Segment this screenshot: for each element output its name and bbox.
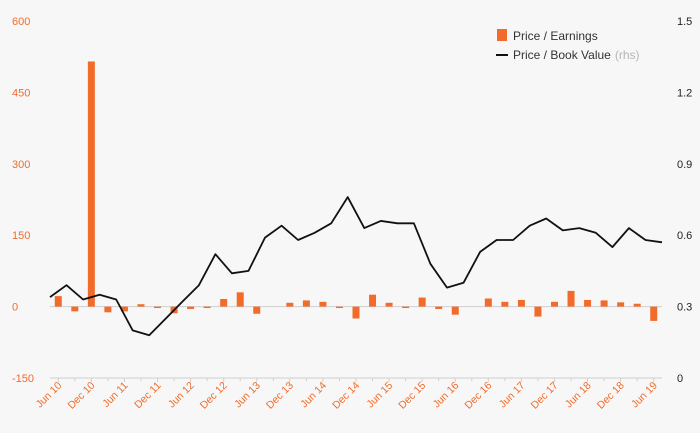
legend-swatch-price-earnings	[497, 29, 507, 41]
x-tick-label: Dec 17	[529, 380, 561, 412]
x-tick-label: Jun 17	[497, 380, 528, 411]
bar-price-earnings	[137, 304, 145, 307]
y-right-tick-label: 0.9	[677, 159, 692, 171]
y-left-tick-label: -150	[12, 373, 34, 385]
x-tick-label: Jun 13	[232, 380, 263, 411]
bar-price-earnings	[484, 298, 492, 307]
bar-price-earnings	[567, 290, 575, 307]
x-tick-label: Dec 18	[595, 380, 627, 412]
bar-price-earnings	[203, 306, 211, 309]
x-tick-label: Dec 16	[462, 380, 494, 412]
x-tick-label: Dec 10	[65, 380, 97, 412]
x-tick-label: Dec 11	[132, 380, 164, 412]
bar-price-earnings	[550, 301, 558, 307]
bar-price-earnings	[71, 306, 79, 312]
y-left-tick-label: 600	[12, 16, 30, 28]
y-left-tick-label: 300	[12, 159, 30, 171]
y-left-tick-label: 150	[12, 230, 30, 242]
bar-price-earnings	[154, 306, 162, 309]
bar-price-earnings	[451, 306, 459, 315]
bar-price-earnings	[435, 306, 443, 309]
bar-price-earnings	[600, 300, 608, 307]
x-tick-label: Jun 16	[431, 380, 462, 411]
x-tick-label: Jun 11	[100, 380, 130, 410]
bar-price-earnings	[402, 306, 410, 309]
line-series-price-book	[49, 196, 663, 337]
y-left-tick-label: 450	[12, 87, 30, 99]
y-right-tick-label: 1.2	[677, 87, 692, 99]
bar-price-earnings	[534, 306, 542, 317]
x-tick-label: Dec 14	[330, 380, 362, 412]
bar-price-earnings	[501, 301, 509, 307]
y-right-tick-label: 1.5	[677, 16, 692, 28]
x-tick-label: Jun 18	[563, 380, 594, 411]
bar-price-earnings	[418, 297, 426, 307]
bar-price-earnings	[253, 306, 261, 314]
x-tick-label: Jun 12	[166, 380, 197, 411]
bar-price-earnings	[369, 294, 377, 307]
bar-price-earnings	[335, 306, 343, 309]
bar-price-earnings	[187, 306, 195, 309]
bar-price-earnings	[517, 299, 525, 307]
bar-price-earnings	[286, 302, 294, 307]
bar-price-earnings	[87, 61, 95, 307]
legend-label-rhs: (rhs)	[615, 48, 640, 62]
x-tick-label: Jun 19	[629, 380, 660, 411]
legend-label-price-book: Price / Book Value (rhs)	[513, 48, 640, 62]
bar-price-earnings	[104, 306, 112, 313]
bar-price-earnings	[236, 292, 244, 307]
line-price-book	[49, 196, 663, 337]
bar-price-earnings	[220, 298, 228, 307]
bar-price-earnings	[385, 302, 393, 307]
x-tick-label: Dec 15	[396, 380, 428, 412]
x-tick-label: Jun 10	[34, 380, 65, 411]
bar-series-price-earnings	[54, 61, 658, 321]
y-left-tick-label: 0	[12, 302, 18, 314]
legend-label-price-book-main: Price / Book Value	[513, 48, 611, 62]
bar-price-earnings	[650, 306, 658, 321]
bar-price-earnings	[584, 299, 592, 307]
legend-label-price-earnings: Price / Earnings	[513, 29, 598, 43]
bar-price-earnings	[319, 301, 327, 307]
bar-price-earnings	[302, 300, 310, 307]
y-right-tick-label: 0	[677, 373, 683, 385]
y-right-tick-label: 0.3	[677, 302, 692, 314]
bar-price-earnings	[633, 303, 641, 307]
legend: Price / Earnings Price / Book Value (rhs)	[496, 29, 640, 62]
y-right-tick-label: 0.6	[677, 230, 692, 242]
bar-price-earnings	[54, 296, 62, 307]
bar-price-earnings	[617, 302, 625, 307]
x-tick-label: Dec 13	[264, 380, 296, 412]
x-tick-label: Jun 15	[364, 380, 395, 411]
x-tick-label: Jun 14	[298, 380, 329, 411]
bar-price-earnings	[120, 306, 128, 312]
x-tick-label: Dec 12	[198, 380, 230, 412]
bar-price-earnings	[352, 306, 360, 319]
